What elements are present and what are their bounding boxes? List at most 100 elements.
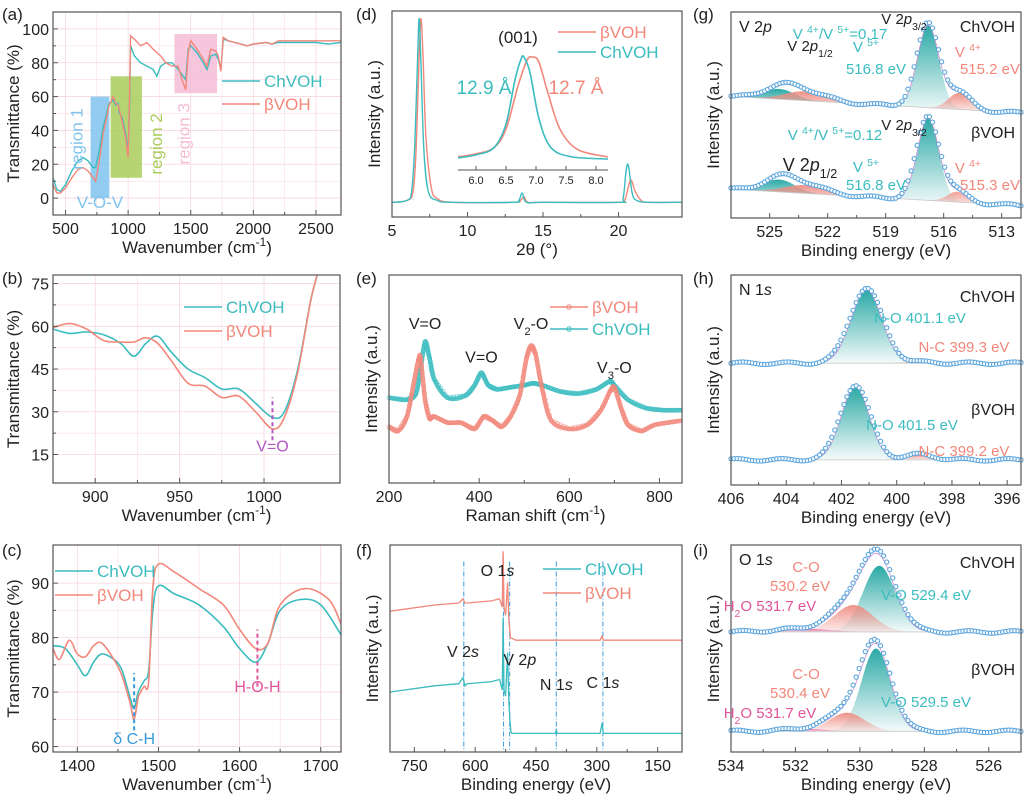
series-βVOH-line [53, 562, 341, 721]
text-part: -1 [256, 235, 267, 249]
y-tick-label: 75 [31, 277, 49, 294]
y-tick-label: 15 [31, 448, 49, 465]
region-label: region 2 [147, 113, 166, 174]
series-ChVOH-point [395, 396, 401, 402]
series-ChVOH-point [658, 407, 664, 413]
data-point [841, 594, 847, 600]
data-point [893, 346, 899, 352]
y-tick-label: 60 [31, 740, 49, 757]
x-tick-label: 600 [462, 758, 489, 775]
y-tick-label: 60 [31, 319, 49, 336]
text-part: 3/2 [912, 21, 927, 33]
data-point [893, 691, 899, 697]
series-ChVOH-point [494, 386, 500, 392]
x-axis-label: 2θ (°) [516, 240, 558, 259]
x-tick-label: 800 [646, 489, 673, 506]
highlight-region [110, 76, 142, 178]
series-ChVOH-line [390, 617, 682, 735]
no-peak-label: N-O 401.5 eV [866, 417, 958, 434]
x-tick-label: 530 [847, 758, 874, 775]
series-ChVOH-point [566, 390, 572, 395]
data-point [865, 405, 872, 411]
data-point [859, 657, 865, 663]
text-part: Wavenumber (cm [122, 238, 256, 257]
x-tick-label: 398 [939, 491, 966, 508]
series-βVOH-point [401, 418, 407, 424]
annotation-label: H-O-H [234, 679, 280, 696]
text-part: Wavenumber (cm [122, 506, 256, 525]
x-tick-label: 2000 [236, 221, 272, 238]
legend-label: βVOH [97, 586, 144, 605]
panel-label: (h) [693, 269, 714, 288]
data-point [920, 26, 926, 32]
data-point [884, 448, 890, 455]
data-point [874, 299, 881, 306]
y-axis-label: Transmittance (%) [4, 44, 23, 182]
series-βVOH-point [418, 355, 424, 361]
text-part: p [809, 38, 818, 55]
legend-marker [566, 304, 572, 310]
series-βVOH-point [544, 402, 550, 408]
data-point [926, 113, 933, 120]
data-point [847, 585, 853, 591]
data-point [856, 293, 862, 299]
series-βVOH-point [519, 380, 525, 386]
text-part: 4+ [969, 42, 981, 54]
y-tick-label: 30 [31, 405, 49, 422]
x-tick-label: 20 [610, 223, 628, 240]
series-βVOH-point [456, 420, 462, 426]
text-part: 5+ [832, 125, 844, 137]
panel-f: (f) 750 600 450 300 150 Binding energy (eV) Int… [356, 541, 683, 794]
plot-frame [391, 10, 683, 218]
inset-x-tick-label: 6.0 [468, 175, 483, 187]
plot-frame [730, 544, 1022, 753]
text-part: V 2 [787, 38, 810, 55]
core-level-label: O 1s [739, 552, 773, 569]
panel-h: (h) 406 404 402 400 398 396 Binding energy (eV)… [693, 269, 1024, 527]
sample-name: βVOH [971, 402, 1015, 419]
y-tick-label: 90 [31, 576, 49, 593]
text-part: V 2 [881, 11, 904, 28]
plot-frame [388, 274, 683, 484]
series-ChVOH-point [423, 341, 429, 347]
series-ChVOH-point [646, 406, 652, 411]
data-point [932, 34, 939, 41]
co-peak-label: C-O [792, 666, 820, 683]
series-βVOH-point [618, 405, 624, 411]
y-axis-label: Intensity (a.u.) [362, 325, 381, 433]
panel-label: (g) [693, 5, 714, 24]
data-point [835, 601, 841, 608]
panel-label: (f) [356, 541, 372, 560]
inset-x-tick-label: 6.5 [498, 175, 513, 187]
series-ChVOH-point [442, 392, 448, 398]
series-ChVOH-point [661, 407, 667, 413]
x-tick-label: 402 [828, 491, 855, 508]
series-ChVOH-point [506, 385, 511, 391]
data-point [902, 713, 908, 719]
h2o-peak-label: H2O 531.7 eV [724, 598, 817, 620]
no-peak-label: N-O 401.1 eV [874, 310, 966, 327]
text-part: V 2 [739, 19, 763, 36]
text-part: s [765, 552, 773, 569]
series-ChVOH-point [655, 407, 661, 412]
series-ChVOH-point [389, 395, 395, 401]
series-βVOH-point [403, 416, 408, 422]
series-βVOH-point [622, 413, 627, 419]
x-tick-label: 522 [814, 224, 841, 241]
data-point [859, 562, 865, 568]
series-βVOH-point [518, 386, 524, 392]
inset-label-bvoh: 12.7 Å [549, 78, 604, 99]
data-point [963, 91, 969, 97]
legend-label: ChVOH [97, 562, 156, 581]
x-tick-label: 150 [644, 758, 671, 775]
series-βVOH-point [395, 428, 401, 434]
series-βVOH-point [451, 420, 457, 426]
data-point [905, 717, 911, 724]
data-point [838, 598, 844, 604]
sample-name: βVOH [971, 125, 1015, 142]
data-point [880, 650, 887, 656]
panel-label: (b) [2, 269, 23, 288]
data-point [893, 583, 899, 590]
peak-fill-N-O [731, 289, 1021, 364]
